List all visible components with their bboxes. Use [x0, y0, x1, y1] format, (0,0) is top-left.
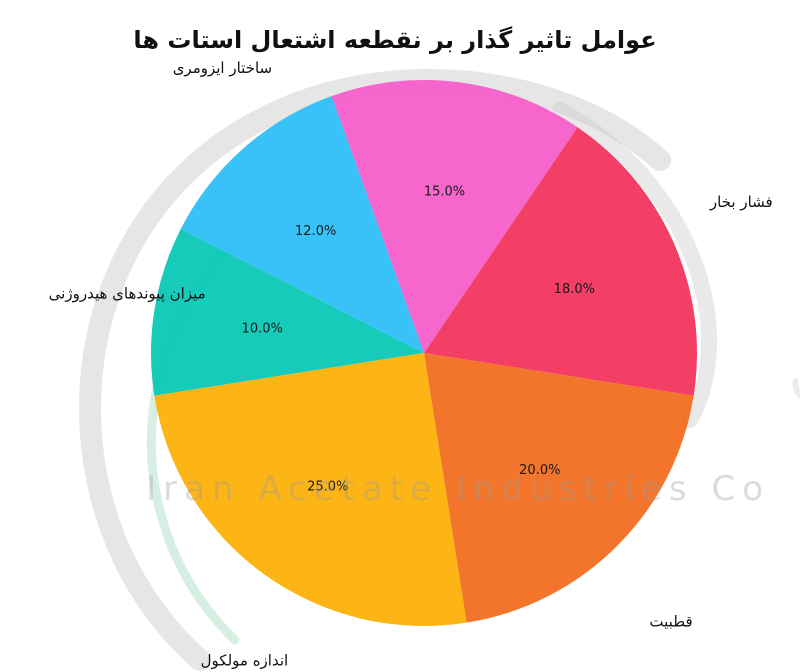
slice-2	[331, 80, 578, 353]
category-label-1: فشار بخار	[709, 193, 773, 211]
percent-label-5: 25.0%	[307, 480, 348, 495]
slice-3	[180, 96, 424, 353]
category-label-5: اندازه مولکول	[201, 651, 289, 669]
category-label-6: قطبیت	[649, 613, 692, 631]
chart-title: عوامل تاثیر گذار بر نقطعه اشتعال استات ه…	[133, 26, 656, 54]
percent-label-4: 10.0%	[242, 321, 283, 336]
percent-label-3: 12.0%	[295, 224, 336, 239]
percent-label-2: 15.0%	[424, 184, 465, 199]
slice-4	[151, 229, 424, 396]
category-label-3: ساختار ایزومری	[173, 59, 272, 77]
slice-1	[424, 127, 697, 396]
slice-6	[424, 353, 694, 623]
watermark-latin-text: Iran Acetate Industries Co	[146, 469, 770, 509]
percent-label-1: 18.0%	[554, 282, 595, 297]
percent-label-6: 20.0%	[519, 463, 560, 478]
pie-slices	[151, 80, 697, 627]
category-label-4: میزان پیوندهای هیدروژنی	[49, 285, 206, 304]
slice-5	[154, 353, 467, 627]
percentage-labels: 18.0% 15.0% 12.0% 10.0% 25.0% 20.0%	[242, 184, 595, 494]
watermark-farsi-text: شرکت صنایع استات ایران	[778, 194, 800, 411]
